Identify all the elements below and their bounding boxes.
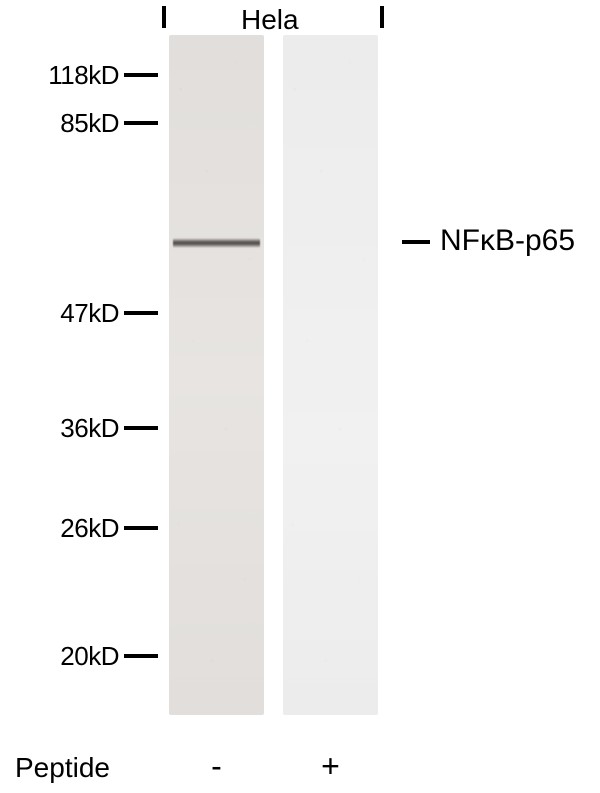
lane-2-peptide-sign: + [311,748,351,785]
mw-marker-label: 47kD [4,300,119,326]
mw-marker-tick [124,73,158,77]
western-blot-figure: Hela 118kD85kD47kD36kD26kD20kD NFκB-p65 … [0,0,600,793]
header-sample-label: Hela [241,4,299,36]
lane-2-with-peptide [283,35,378,715]
mw-marker-label: 36kD [4,415,119,441]
header-bracket-left-tick [162,6,166,28]
protein-band [173,238,260,248]
mw-marker-tick [124,426,158,430]
target-protein-label: NFκB-p65 [440,226,575,256]
mw-marker-label: 26kD [4,515,119,541]
mw-marker-label: 118kD [4,62,119,88]
mw-marker-tick [124,654,158,658]
header-bracket-right-tick [380,6,384,28]
mw-marker-tick [124,121,158,125]
lane-1-no-peptide [169,35,264,715]
mw-marker-tick [124,311,158,315]
mw-marker-tick [124,526,158,530]
target-band-tick [402,240,430,244]
lane-1-peptide-sign: - [197,748,237,785]
mw-marker-label: 85kD [4,110,119,136]
peptide-row-label: Peptide [15,752,110,784]
mw-marker-label: 20kD [4,643,119,669]
